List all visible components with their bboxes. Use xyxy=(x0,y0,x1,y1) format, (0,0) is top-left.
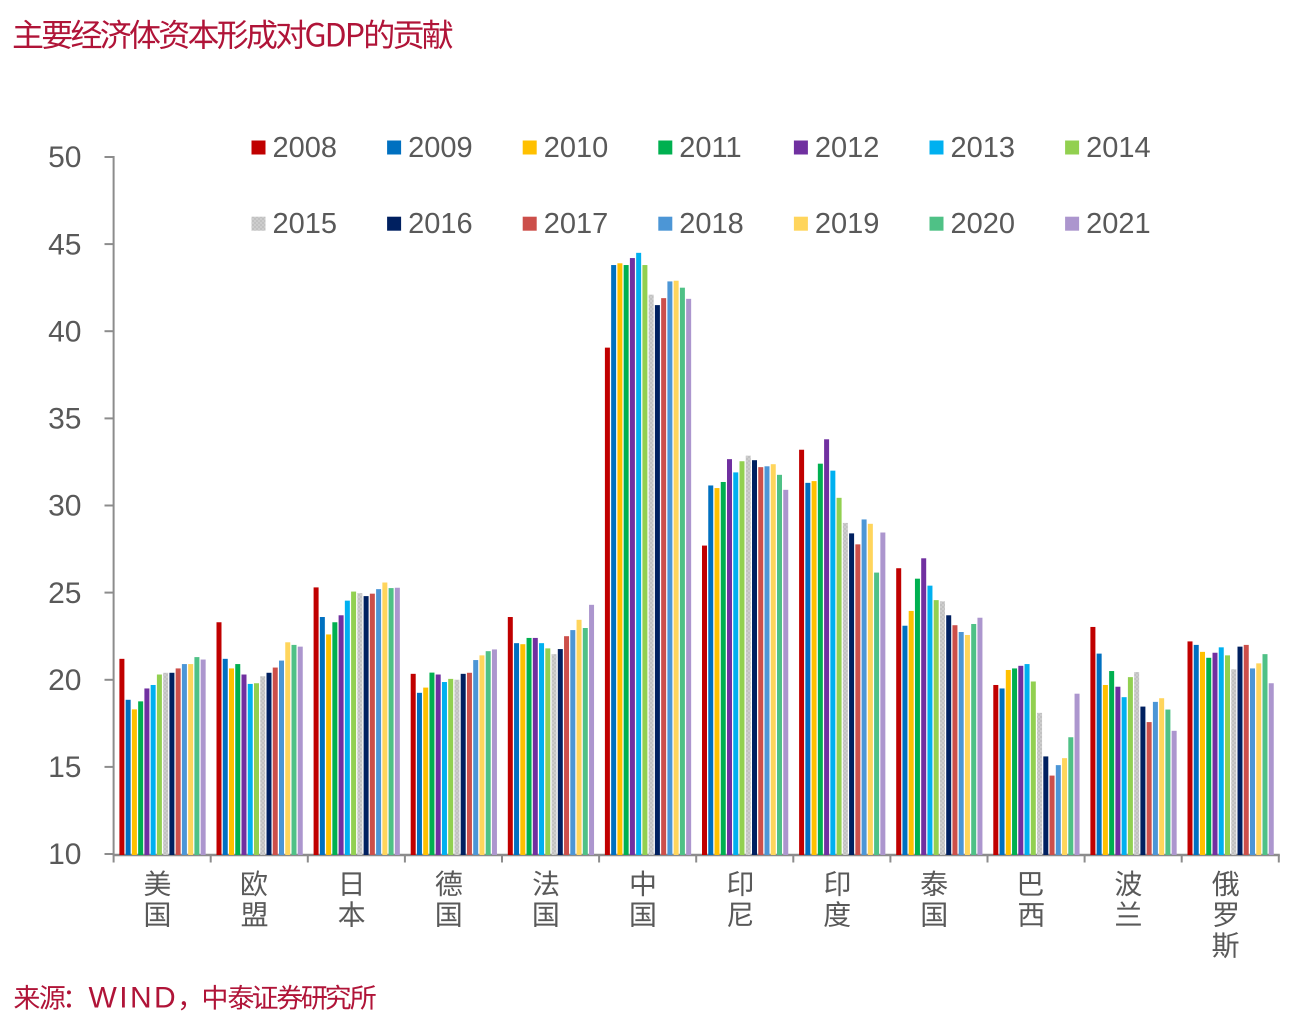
svg-text:10: 10 xyxy=(48,838,81,871)
svg-text:WIND: WIND xyxy=(89,982,179,1015)
svg-text:2016: 2016 xyxy=(408,208,473,240)
svg-text:2017: 2017 xyxy=(544,208,609,240)
svg-text:2020: 2020 xyxy=(951,208,1016,240)
svg-text:35: 35 xyxy=(48,403,81,436)
svg-text:45: 45 xyxy=(48,228,81,261)
svg-text:25: 25 xyxy=(48,577,81,610)
svg-text:2014: 2014 xyxy=(1086,132,1151,164)
svg-text:2019: 2019 xyxy=(815,208,880,240)
svg-text:20: 20 xyxy=(48,664,81,697)
svg-text:40: 40 xyxy=(48,315,81,348)
svg-text:2010: 2010 xyxy=(544,132,609,164)
svg-text:2009: 2009 xyxy=(408,132,473,164)
svg-text:15: 15 xyxy=(48,751,81,784)
svg-text:30: 30 xyxy=(48,490,81,523)
svg-text:2015: 2015 xyxy=(273,208,338,240)
svg-text:2021: 2021 xyxy=(1086,208,1151,240)
svg-text:2013: 2013 xyxy=(951,132,1016,164)
svg-text:2012: 2012 xyxy=(815,132,880,164)
svg-text:2008: 2008 xyxy=(273,132,338,164)
svg-text:2018: 2018 xyxy=(679,208,744,240)
svg-text:50: 50 xyxy=(48,141,81,174)
svg-text:2011: 2011 xyxy=(679,132,741,164)
